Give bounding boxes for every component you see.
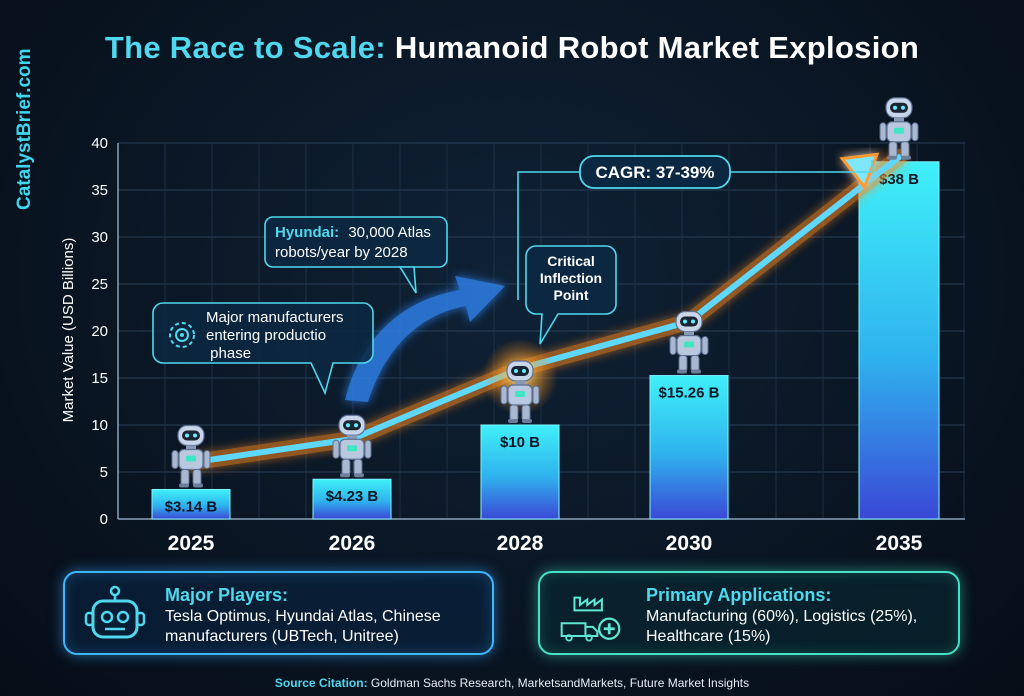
chart-title-rest: Humanoid Robot Market Explosion [394,30,920,65]
major-players-heading: Major Players: [165,585,289,605]
major-players-body: Tesla Optimus, Hyundai Atlas, Chinese ma… [165,608,441,645]
annotation-cagr-text: CAGR: 37-39% [595,163,714,182]
trend-arrow-head [839,152,880,191]
bar-value-label: $3.14 B [165,498,218,515]
annotation-inflection: Critical Inflection Point [525,245,617,345]
bar-value-label: $15.26 B [659,385,720,402]
annotation-hyundai: Hyundai: 30,000 Atlas robots/year by 202… [264,216,448,294]
x-tick-label: 2030 [666,532,713,555]
robot-figure-icon [171,424,211,489]
bar-2026 [312,478,392,520]
y-tick-label: 15 [91,370,108,387]
bar-2035 [858,161,940,520]
svg-text:Hyundai: 30,000 Atlas: Hyundai: 30,000 Atlas [275,224,431,241]
y-tick-label: 10 [91,417,108,434]
y-tick-label: 0 [100,511,108,528]
robot-figure-icon [669,310,709,375]
annotation-inflection-text: Critical Inflection Point [540,253,602,303]
x-tick-label: 2025 [168,532,215,555]
y-tick-label: 30 [91,229,108,246]
source-citation-text: Goldman Sachs Research, MarketsandMarket… [370,676,750,690]
primary-applications-body: Manufacturing (60%), Logistics (25%), He… [646,608,918,645]
y-axis-label: Market Value (USD Billions) [60,238,77,423]
robot-head-icon [84,585,146,639]
annotation-hyundai-line1: 30,000 Atlas [348,224,431,241]
chart-title-accent: The Race to Scale: [104,30,386,65]
y-tick-label: 25 [91,276,108,293]
robot-figure-icon [332,414,372,478]
x-tick-label: 2026 [329,532,376,555]
factory-truck-medical-icon [560,596,621,642]
primary-applications-card: Primary Applications: Manufacturing (60%… [538,571,960,655]
bar-2025 [151,488,231,520]
primary-applications-heading: Primary Applications: [646,585,832,605]
bar-2028 [480,424,560,520]
annotation-hyundai-line2: robots/year by 2028 [275,244,408,261]
annotation-manufacturers-text: Major manufacturers entering productio ph… [206,309,344,362]
bar-value-label: $10 B [500,434,540,451]
major-players-card: Major Players: Tesla Optimus, Hyundai At… [63,571,494,655]
bar-value-label: $4.23 B [326,488,379,505]
annotation-hyundai-strong: Hyundai: [275,224,339,241]
annotation-manufacturers: Major manufacturers entering productio ph… [152,302,374,396]
y-tick-label: 5 [100,464,108,481]
bar-2030 [649,375,729,520]
x-tick-label: 2035 [876,532,923,555]
x-tick-label: 2028 [497,532,544,555]
source-citation: Source Citation: Goldman Sachs Research,… [0,676,1024,690]
annotation-cagr: CAGR: 37-39% [517,155,873,300]
y-tick-label: 20 [91,323,108,340]
y-tick-label: 35 [91,182,108,199]
gear-icon [169,322,195,348]
growth-swoosh-arrow [345,276,505,402]
chart-title: The Race to Scale: Humanoid Robot Market… [0,30,1024,66]
y-tick-label: 40 [91,135,108,152]
source-citation-label: Source Citation: [274,676,368,690]
